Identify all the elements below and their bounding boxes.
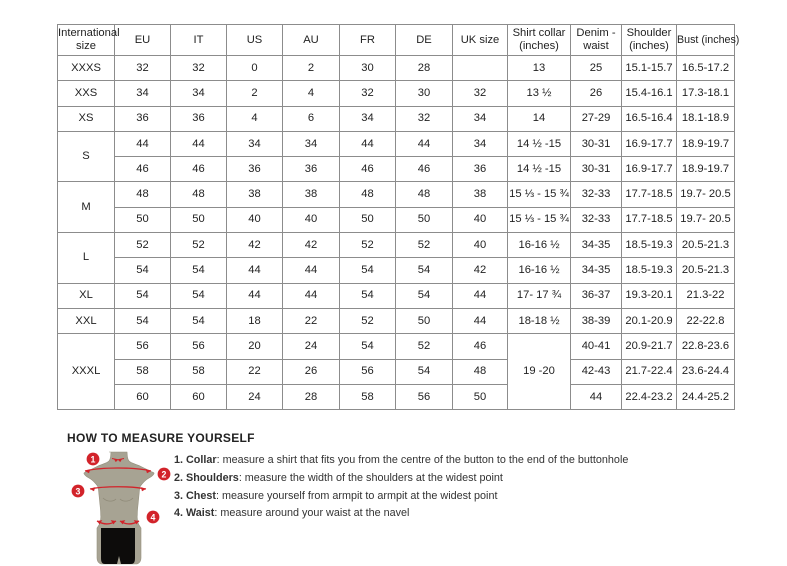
svg-text:1: 1 [91,454,96,464]
svg-text:2: 2 [162,469,167,479]
svg-text:4: 4 [151,512,156,522]
svg-text:3: 3 [76,486,81,496]
